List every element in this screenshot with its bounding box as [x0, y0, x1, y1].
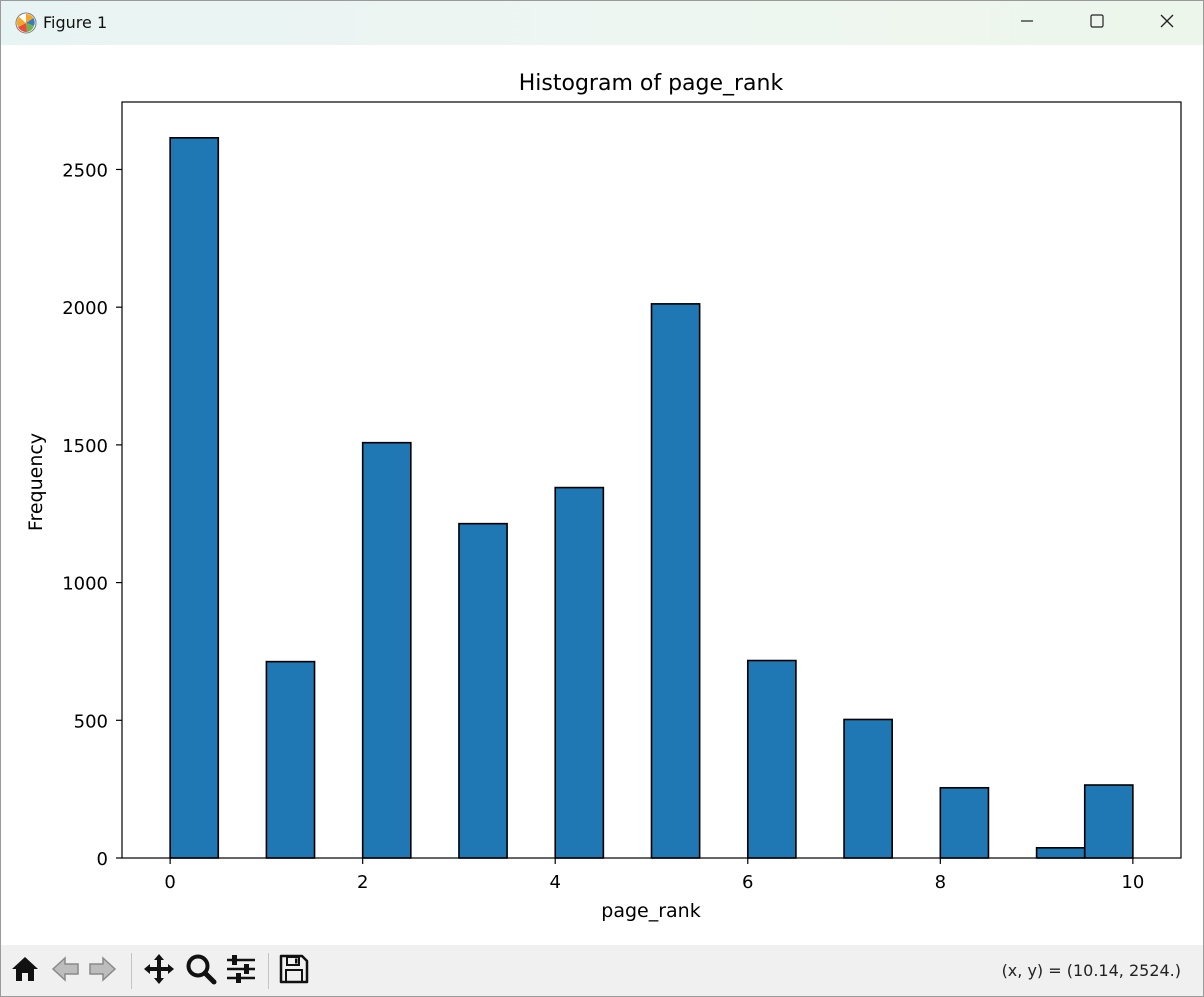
x-tick-label: 4: [550, 872, 561, 893]
histogram-bar: [361, 441, 412, 859]
chart-title: Histogram of page_rank: [519, 71, 784, 96]
close-icon: [1159, 13, 1175, 33]
toolbar-separator: [131, 953, 132, 989]
bars-layer: [169, 137, 1134, 859]
y-tick-label: 500: [74, 711, 108, 732]
x-axis-ticks: 0 2 4 6 8 10: [164, 858, 1144, 893]
histogram-bar: [1083, 784, 1134, 859]
navigation-toolbar: (x, y) = (10.14, 2524.): [1, 945, 1203, 996]
y-axis-ticks: 0 500 1000 1500 2000 2500: [62, 160, 122, 870]
y-tick-label: 1500: [62, 436, 108, 457]
cursor-coordinates: (x, y) = (10.14, 2524.): [1001, 961, 1181, 980]
sliders-icon: [224, 952, 258, 990]
magnifier-icon: [184, 952, 218, 990]
y-axis-label: Frequency: [25, 433, 47, 531]
maximize-icon: [1089, 13, 1105, 33]
close-button[interactable]: [1133, 1, 1201, 45]
back-button[interactable]: [47, 953, 83, 989]
y-tick-label: 1000: [62, 574, 108, 595]
histogram-bar: [265, 660, 316, 859]
axes-frame: [121, 101, 1182, 859]
x-tick-label: 10: [1121, 872, 1144, 893]
arrow-left-icon: [49, 953, 81, 989]
minimize-button[interactable]: [993, 1, 1061, 45]
x-tick-label: 8: [935, 872, 946, 893]
figure-canvas[interactable]: Histogram of page_rank 0 2 4 6 8 10 0 500 1000 1…: [1, 45, 1203, 945]
histogram-bar: [939, 786, 990, 859]
histogram-bar: [554, 486, 605, 859]
window-title: Figure 1: [43, 13, 108, 32]
histogram-chart[interactable]: Histogram of page_rank 0 2 4 6 8 10 0 500 1000 1…: [1, 45, 1203, 945]
x-tick-label: 6: [742, 872, 753, 893]
matplotlib-icon: [15, 12, 37, 34]
arrow-right-icon: [87, 953, 119, 989]
histogram-bar: [843, 718, 893, 859]
pan-button[interactable]: [141, 953, 177, 989]
home-button[interactable]: [7, 953, 43, 989]
y-tick-label: 2000: [62, 298, 108, 319]
x-tick-label: 2: [357, 872, 368, 893]
x-axis-label: page_rank: [601, 900, 700, 922]
save-button[interactable]: [276, 953, 312, 989]
histogram-bar: [746, 659, 797, 859]
toolbar-separator: [268, 953, 269, 989]
home-icon: [9, 953, 41, 989]
title-bar[interactable]: Figure 1: [1, 1, 1203, 45]
configure-subplots-button[interactable]: [223, 953, 259, 989]
minimize-icon: [1019, 13, 1035, 33]
x-tick-label: 0: [164, 872, 175, 893]
histogram-bar: [458, 522, 508, 859]
floppy-disk-icon: [278, 953, 310, 989]
zoom-button[interactable]: [183, 953, 219, 989]
histogram-bar: [169, 137, 220, 859]
y-tick-label: 0: [97, 849, 108, 870]
histogram-bar: [650, 303, 701, 859]
forward-button[interactable]: [85, 953, 121, 989]
maximize-button[interactable]: [1063, 1, 1131, 45]
histogram-bar: [1035, 847, 1086, 859]
y-tick-label: 2500: [62, 160, 108, 181]
move-icon: [142, 952, 176, 990]
